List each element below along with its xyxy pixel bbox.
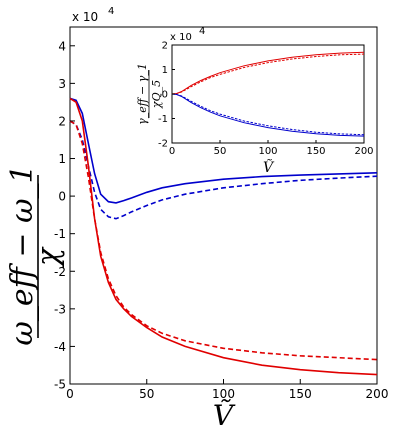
main-series-2-solid — [69, 97, 378, 376]
inset-series-3-dashed — [171, 93, 365, 136]
inset-xtick-label: 200 — [354, 146, 373, 157]
inset-ytick-label: 2 — [162, 41, 168, 52]
main-ytick-label: -2 — [54, 265, 66, 279]
inset-xtick-label: 150 — [306, 146, 325, 157]
inset-xtick-label: 50 — [214, 146, 227, 157]
main-ytick-label: 0 — [58, 190, 66, 204]
inset-ytick-label: 1 — [162, 65, 168, 76]
inset-ylabel: γ_eff − γ_1 χQ_5 — [136, 63, 163, 125]
inset-xtick-label: 100 — [258, 146, 277, 157]
inset-xtick-label: 0 — [169, 146, 175, 157]
main-xtick-label: 50 — [139, 387, 154, 401]
inset-xlabel: Ṽ — [263, 158, 275, 176]
main-xtick-label: 100 — [212, 387, 235, 401]
inset-series-1-dashed — [171, 53, 365, 95]
main-ytick-label: -1 — [54, 227, 66, 241]
inset-series-group — [171, 51, 365, 137]
main-ylabel-numerator: ω_eff − ω_1 — [5, 164, 40, 345]
main-xtick-label: 0 — [66, 387, 74, 401]
main-ytick-label: 2 — [58, 114, 66, 128]
main-ylabel: ω_eff − ω_1 χ — [5, 164, 66, 345]
main-exponent-label: x 10 — [72, 10, 98, 24]
main-series-0-solid — [69, 97, 378, 204]
main-series-3-dashed — [69, 120, 378, 361]
inset-ytick-label: -2 — [158, 139, 168, 150]
inset-ticks-group: 0 50 100 150 200 -2 -1 0 1 2 — [158, 41, 374, 158]
main-ytick-label: -3 — [54, 302, 66, 316]
inset-ytick-label: 0 — [162, 90, 168, 101]
inset-exponent-label: x 10 — [170, 32, 192, 43]
main-series-group — [69, 97, 378, 376]
main-xtick-label: 150 — [289, 387, 312, 401]
main-xlabel: Ṽ — [213, 399, 236, 431]
main-ytick-label: 1 — [58, 152, 66, 166]
main-ylabel-denominator: χ — [31, 246, 66, 268]
main-ytick-label: 3 — [58, 77, 66, 91]
main-exponent-power: 4 — [108, 6, 114, 17]
inset-plot-area — [171, 44, 365, 144]
inset-ytick-label: -1 — [158, 114, 168, 125]
inset-ylabel-numerator: γ_eff − γ_1 — [136, 63, 149, 125]
main-ytick-label: -4 — [54, 340, 66, 354]
main-ytick-label: 4 — [58, 39, 66, 53]
inset-ylabel-denominator: χQ_5 — [150, 80, 163, 109]
inset-exponent-power: 4 — [199, 26, 205, 37]
main-xtick-label: 200 — [366, 387, 389, 401]
main-ytick-label: -5 — [54, 378, 66, 392]
inset-plot: 0 50 100 150 200 -2 -1 0 1 2 x 10 4 γ_eff − γ_1 χ… — [136, 26, 374, 176]
